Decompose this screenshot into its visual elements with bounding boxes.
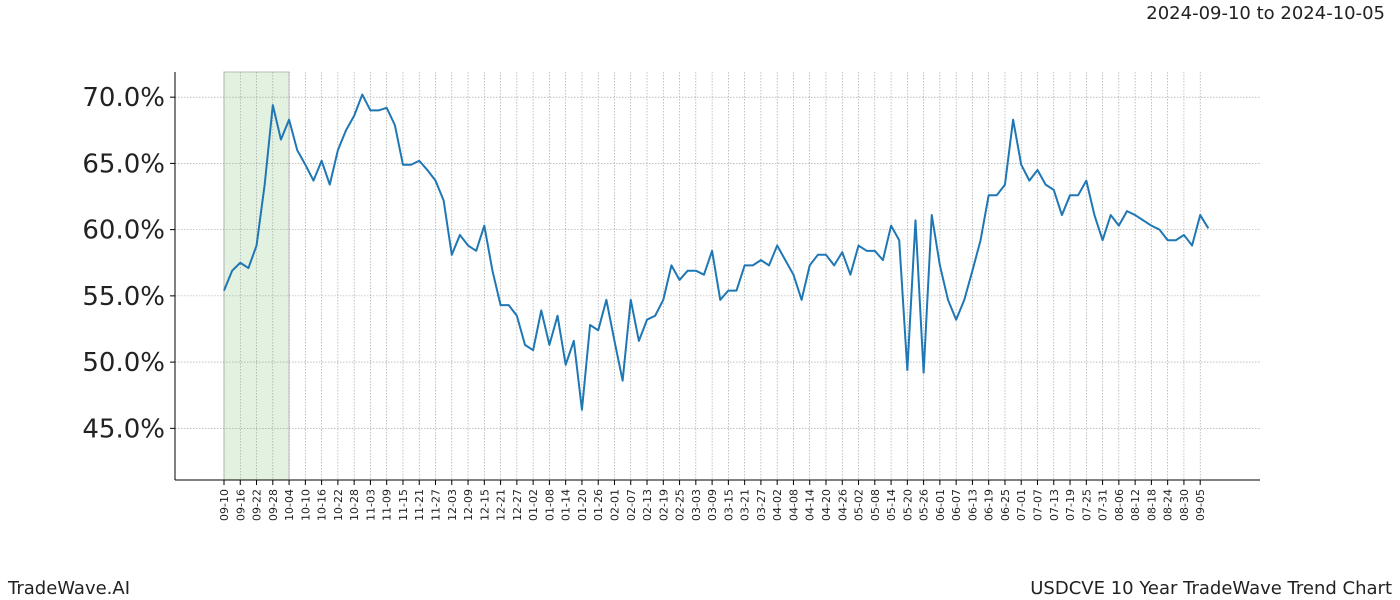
x-tick-label: 06-13 [966,489,979,521]
chart-title: 2024-09-10 to 2024-10-05 [1146,3,1385,24]
x-tick-label: 12-21 [495,489,508,521]
x-tick-label: 08-06 [1113,489,1126,521]
y-tick-label: 50.0% [82,348,165,378]
x-tick-label: 09-28 [267,489,280,521]
x-tick-label: 07-13 [1048,489,1061,521]
y-tick-label: 55.0% [82,282,165,312]
brand: TradeWave.AI [7,578,130,599]
x-tick-label: 05-08 [869,489,882,521]
x-tick-label: 05-02 [853,489,866,521]
x-tick-label: 12-15 [478,489,491,521]
x-tick-label: 05-26 [918,489,931,521]
x-tick-label: 09-10 [218,489,231,521]
x-tick-label: 02-07 [625,489,638,521]
x-tick-label: 03-03 [690,489,703,521]
x-tick-label: 11-15 [397,489,410,521]
x-tick-label: 12-03 [446,489,459,521]
x-tick-label: 09-22 [251,489,264,521]
x-tick-label: 03-21 [739,489,752,521]
x-tick-label: 08-30 [1178,489,1191,521]
x-tick-label: 06-19 [983,489,996,521]
x-tick-label: 12-27 [511,489,524,521]
y-tick-label: 45.0% [82,414,165,444]
x-tick-label: 03-27 [755,489,768,521]
x-tick-label: 07-19 [1064,489,1077,521]
x-tick-label: 02-01 [608,489,621,521]
x-tick-label: 07-31 [1097,489,1110,521]
x-tick-label: 07-25 [1080,489,1093,521]
x-tick-label: 11-09 [381,489,394,521]
x-tick-label: 10-16 [316,489,329,521]
x-tick-label: 10-28 [348,489,361,521]
x-tick-label: 04-14 [804,489,817,521]
x-tick-label: 04-08 [787,489,800,521]
x-tick-label: 08-12 [1129,489,1142,521]
x-tick-label: 09-05 [1194,489,1207,521]
x-tick-label: 01-14 [560,489,573,521]
trend-line [223,93,1210,411]
x-tick-label: 02-19 [657,489,670,521]
x-tick-label: 04-20 [820,489,833,521]
x-tick-label: 02-13 [641,489,654,521]
x-tick-label: 07-01 [1015,489,1028,521]
y-tick-label: 70.0% [82,83,165,113]
x-tick-label: 06-25 [999,489,1012,521]
x-tick-label: 12-09 [462,489,475,521]
x-tick-label: 01-20 [576,489,589,521]
x-tick-label: 01-02 [527,489,540,521]
x-tick-label: 11-03 [364,489,377,521]
x-tick-label: 08-18 [1145,489,1158,521]
x-tick-label: 02-25 [674,489,687,521]
x-tick-label: 10-10 [299,489,312,521]
x-tick-label: 11-21 [413,489,426,521]
x-tick-label: 10-22 [332,489,345,521]
x-tick-label: 05-14 [885,489,898,521]
y-tick-label: 65.0% [82,149,165,179]
x-tick-label: 05-20 [901,489,914,521]
x-tick-label: 03-09 [706,489,719,521]
x-tick-label: 10-04 [283,489,296,521]
x-tick-label: 01-26 [592,489,605,521]
x-tick-label: 11-27 [430,489,443,521]
x-tick-label: 06-07 [950,489,963,521]
x-tick-label: 03-15 [722,489,735,521]
x-tick-label: 06-01 [934,489,947,521]
x-tick-label: 08-24 [1162,489,1175,521]
x-tick-label: 04-26 [836,489,849,521]
x-tick-label: 01-08 [543,489,556,521]
y-tick-label: 60.0% [82,216,165,246]
x-tick-label: 07-07 [1032,489,1045,521]
x-tick-label: 04-02 [771,489,784,521]
footer: USDCVE 10 Year TradeWave Trend Chart [1030,578,1392,599]
x-tick-label: 09-16 [234,489,247,521]
